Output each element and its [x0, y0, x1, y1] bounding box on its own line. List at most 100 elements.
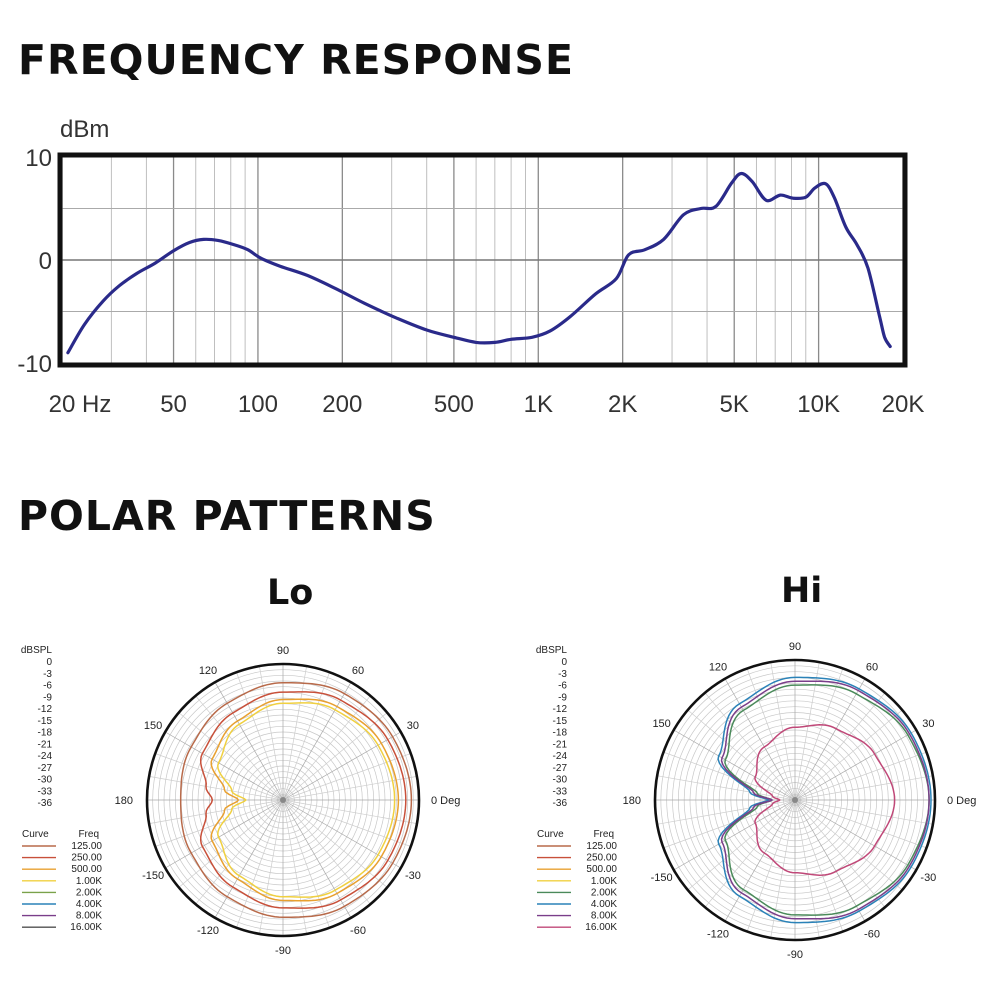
- radial-tick-label: -33: [553, 786, 568, 797]
- frequency-response-curve: [66, 171, 892, 355]
- y-tick-label: 10: [25, 145, 52, 172]
- x-tick-label: 2K: [608, 391, 637, 418]
- polar-spoke: [282, 799, 417, 824]
- legend-entry-label: 250.00: [586, 853, 617, 864]
- polar-spoke: [259, 799, 284, 934]
- legend-entry-label: 1.00K: [76, 876, 102, 887]
- radial-tick-label: -9: [558, 692, 567, 703]
- polar-outer-ring: [653, 658, 937, 942]
- polar-spoke: [155, 799, 284, 847]
- polar-spoke: [282, 666, 307, 801]
- polar-angle-label: 30: [922, 718, 934, 730]
- polar-spoke: [687, 709, 796, 801]
- plot-frame: [57, 152, 908, 368]
- polar-spoke: [794, 799, 903, 891]
- polar-angle-label: 150: [144, 720, 162, 732]
- radial-tick-label: -21: [38, 739, 53, 750]
- polar-spoke: [794, 799, 933, 825]
- radial-tick-label: -30: [38, 775, 53, 786]
- polar-angle-label: 90: [789, 641, 801, 653]
- radial-tick-label: -9: [43, 692, 52, 703]
- radial-tick-label: -36: [38, 798, 53, 809]
- radial-tick-label: 0: [561, 657, 567, 668]
- radial-tick-label: -15: [553, 716, 568, 727]
- polar-spoke: [282, 682, 352, 801]
- legend-entry-label: 4.00K: [76, 899, 102, 910]
- polar-spoke: [704, 799, 796, 908]
- polar-angle-label: 60: [866, 662, 878, 674]
- polar-spoke: [794, 709, 903, 801]
- polar-angle-label: -60: [350, 925, 366, 937]
- hi-polar-title: Hi: [781, 571, 823, 611]
- legend-entry-label: 2.00K: [591, 887, 617, 898]
- polar-spoke: [794, 799, 844, 932]
- radial-tick-label: -12: [38, 704, 53, 715]
- polar-spoke: [178, 712, 284, 801]
- polar-patterns-heading: POLAR PATTERNS: [18, 492, 436, 540]
- legend-header-curve: Curve: [537, 829, 564, 840]
- polar-spoke: [794, 799, 927, 849]
- polar-angle-label: 30: [407, 720, 419, 732]
- y-tick-label: 0: [39, 248, 52, 275]
- polar-spoke: [794, 799, 886, 908]
- polar-spoke: [794, 799, 917, 871]
- y-tick-label: -10: [17, 351, 52, 378]
- radial-tick-label: -30: [553, 775, 568, 786]
- frequency-response-heading: FREQUENCY RESPONSE: [18, 36, 574, 84]
- x-tick-label: 500: [434, 391, 474, 418]
- radial-tick-label: -27: [38, 763, 53, 774]
- polar-angle-label: 90: [277, 645, 289, 657]
- polar-curve-500-00: [210, 698, 400, 902]
- legend-entry-label: 16.00K: [70, 922, 102, 933]
- polar-spoke: [155, 753, 284, 801]
- polar-spoke: [282, 799, 352, 918]
- polar-spoke: [794, 799, 866, 922]
- radial-tick-label: -12: [553, 704, 568, 715]
- polar-angle-label: -150: [651, 872, 673, 884]
- legend-entry-label: 2.00K: [76, 887, 102, 898]
- polar-spoke: [214, 799, 284, 918]
- polar-spoke: [178, 799, 284, 888]
- x-tick-label: 1K: [524, 391, 553, 418]
- hi-polar-chart: 0 Deg306090120150180-150-120-90-60-30dBS…: [536, 641, 977, 961]
- polar-angle-label: 180: [115, 795, 133, 807]
- polar-spoke: [794, 692, 886, 801]
- radial-tick-label: -15: [38, 716, 53, 727]
- legend-entry-label: 125.00: [71, 841, 102, 852]
- polar-spoke: [165, 731, 284, 801]
- polar-outer-ring: [145, 662, 421, 938]
- polar-spoke: [195, 695, 284, 801]
- radial-axis-label: dBSPL: [21, 645, 53, 656]
- polar-angle-label: 150: [652, 718, 670, 730]
- polar-spoke: [282, 799, 388, 888]
- radial-axis-label: dBSPL: [536, 645, 568, 656]
- x-tick-label: 100: [238, 391, 278, 418]
- legend-entry-label: 500.00: [586, 864, 617, 875]
- x-tick-label: 20 Hz: [49, 391, 112, 418]
- radial-tick-label: -3: [43, 669, 52, 680]
- legend-header-curve: Curve: [22, 829, 49, 840]
- polar-spoke: [673, 729, 796, 801]
- polar-angle-label: -150: [142, 870, 164, 882]
- y-axis-label: dBm: [60, 116, 109, 143]
- polar-spoke: [663, 799, 796, 849]
- polar-spoke: [663, 751, 796, 801]
- polar-spoke: [794, 751, 927, 801]
- polar-spoke: [794, 678, 866, 801]
- polar-spoke: [259, 666, 284, 801]
- polar-angle-label: -30: [405, 870, 421, 882]
- polar-spoke: [282, 776, 417, 801]
- polar-angle-label: 120: [199, 665, 217, 677]
- polar-angle-label: 60: [352, 665, 364, 677]
- polar-spoke: [282, 712, 388, 801]
- polar-spoke: [149, 776, 284, 801]
- polar-spoke: [165, 799, 284, 869]
- polar-spoke: [794, 729, 917, 801]
- polar-spoke: [704, 692, 796, 801]
- radial-tick-label: -33: [38, 786, 53, 797]
- polar-angle-label: 0 Deg: [431, 795, 460, 807]
- polar-spoke: [724, 799, 796, 922]
- lo-polar-chart: 0 Deg306090120150180-150-120-90-60-30dBS…: [21, 645, 461, 957]
